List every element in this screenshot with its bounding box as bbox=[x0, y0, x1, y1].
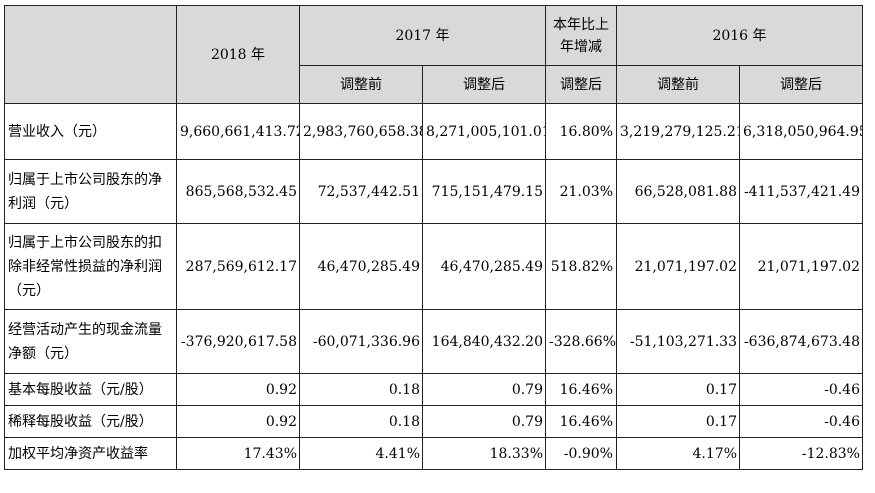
cell-2016-before: 0.17 bbox=[616, 373, 740, 406]
cell-2017-after: 8,271,005,101.01 bbox=[422, 103, 546, 160]
cell-change: 16.80% bbox=[545, 103, 617, 160]
cell-2016-after: 6,318,050,964.95 bbox=[739, 103, 863, 160]
cell-2016-before: 21,071,197.02 bbox=[616, 223, 740, 310]
row-label: 归属于上市公司股东的扣除非经常性损益的净利润（元） bbox=[4, 223, 177, 310]
cell-2016-before: 3,219,279,125.21 bbox=[616, 103, 740, 160]
cell-2017-after: 0.79 bbox=[422, 405, 546, 438]
table-header: 2018 年 2017 年 本年比上年增减 2016 年 调整前 调整后 调整后… bbox=[4, 5, 863, 104]
cell-2016-after: 21,071,197.02 bbox=[739, 223, 863, 310]
row-label: 基本每股收益（元/股） bbox=[4, 373, 177, 406]
header-2016: 2016 年 bbox=[616, 5, 863, 66]
header-2017: 2017 年 bbox=[299, 5, 546, 66]
table-row: 营业收入（元） 9,660,661,413.72 2,983,760,658.3… bbox=[4, 103, 863, 160]
cell-change: 21.03% bbox=[545, 159, 617, 224]
cell-2016-before: 66,528,081.88 bbox=[616, 159, 740, 224]
table-row: 加权平均净资产收益率 17.43% 4.41% 18.33% -0.90% 4.… bbox=[4, 437, 863, 470]
cell-2017-before: 2,983,760,658.38 bbox=[299, 103, 423, 160]
table-row: 归属于上市公司股东的扣除非经常性损益的净利润（元） 287,569,612.17… bbox=[4, 223, 863, 310]
cell-2017-before: 46,470,285.49 bbox=[299, 223, 423, 310]
cell-2017-before: 0.18 bbox=[299, 405, 423, 438]
cell-2018: 0.92 bbox=[176, 373, 300, 406]
header-change-after: 调整后 bbox=[545, 65, 617, 104]
cell-2017-after: 18.33% bbox=[422, 437, 546, 470]
row-label: 归属于上市公司股东的净利润（元） bbox=[4, 159, 177, 224]
table-row: 基本每股收益（元/股） 0.92 0.18 0.79 16.46% 0.17 -… bbox=[4, 373, 863, 406]
table-row: 稀释每股收益（元/股） 0.92 0.18 0.79 16.46% 0.17 -… bbox=[4, 405, 863, 438]
cell-2017-before: 72,537,442.51 bbox=[299, 159, 423, 224]
cell-change: 16.46% bbox=[545, 405, 617, 438]
cell-change: -0.90% bbox=[545, 437, 617, 470]
cell-2018: 287,569,612.17 bbox=[176, 223, 300, 310]
cell-2017-before: 4.41% bbox=[299, 437, 423, 470]
cell-2018: 9,660,661,413.72 bbox=[176, 103, 300, 160]
cell-2016-after: -411,537,421.49 bbox=[739, 159, 863, 224]
cell-2017-before: -60,071,336.96 bbox=[299, 309, 423, 374]
cell-2017-after: 164,840,432.20 bbox=[422, 309, 546, 374]
cell-2016-before: 0.17 bbox=[616, 405, 740, 438]
cell-2017-after: 0.79 bbox=[422, 373, 546, 406]
cell-2017-after: 46,470,285.49 bbox=[422, 223, 546, 310]
header-corner-cell bbox=[4, 5, 177, 104]
cell-2016-before: 4.17% bbox=[616, 437, 740, 470]
header-2016-after: 调整后 bbox=[739, 65, 863, 104]
financial-table-wrapper: 2018 年 2017 年 本年比上年增减 2016 年 调整前 调整后 调整后… bbox=[4, 5, 863, 470]
header-2017-before: 调整前 bbox=[299, 65, 423, 104]
cell-2018: 17.43% bbox=[176, 437, 300, 470]
table-body: 营业收入（元） 9,660,661,413.72 2,983,760,658.3… bbox=[4, 103, 863, 470]
cell-change: -328.66% bbox=[545, 309, 617, 374]
cell-2017-before: 0.18 bbox=[299, 373, 423, 406]
row-label: 营业收入（元） bbox=[4, 103, 177, 160]
cell-2016-after: -0.46 bbox=[739, 373, 863, 406]
cell-2016-after: -636,874,673.48 bbox=[739, 309, 863, 374]
cell-2018: 0.92 bbox=[176, 405, 300, 438]
header-change: 本年比上年增减 bbox=[545, 5, 617, 66]
header-2017-after: 调整后 bbox=[422, 65, 546, 104]
header-2016-before: 调整前 bbox=[616, 65, 740, 104]
cell-2016-after: -0.46 bbox=[739, 405, 863, 438]
financial-summary-table: 2018 年 2017 年 本年比上年增减 2016 年 调整前 调整后 调整后… bbox=[4, 5, 863, 470]
row-label: 经营活动产生的现金流量净额（元） bbox=[4, 309, 177, 374]
cell-change: 518.82% bbox=[545, 223, 617, 310]
row-label: 加权平均净资产收益率 bbox=[4, 437, 177, 470]
row-label: 稀释每股收益（元/股） bbox=[4, 405, 177, 438]
cell-2017-after: 715,151,479.15 bbox=[422, 159, 546, 224]
header-2018: 2018 年 bbox=[176, 5, 300, 104]
cell-2016-before: -51,103,271.33 bbox=[616, 309, 740, 374]
cell-2018: -376,920,617.58 bbox=[176, 309, 300, 374]
cell-change: 16.46% bbox=[545, 373, 617, 406]
table-row: 经营活动产生的现金流量净额（元） -376,920,617.58 -60,071… bbox=[4, 309, 863, 374]
cell-2018: 865,568,532.45 bbox=[176, 159, 300, 224]
table-row: 归属于上市公司股东的净利润（元） 865,568,532.45 72,537,4… bbox=[4, 159, 863, 224]
cell-2016-after: -12.83% bbox=[739, 437, 863, 470]
